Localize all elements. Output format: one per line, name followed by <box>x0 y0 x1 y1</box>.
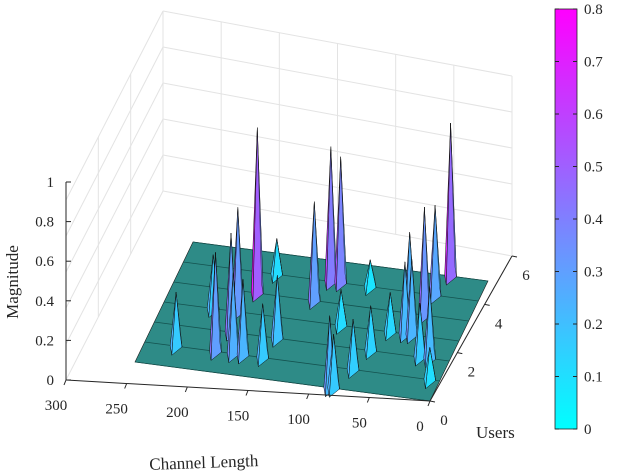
x-tick-mark <box>366 397 370 403</box>
surface-peak-back <box>215 252 222 353</box>
surface-peak-back <box>340 156 347 284</box>
z-tick-label: 0.6 <box>35 254 54 270</box>
x-tick-label: 300 <box>45 398 68 414</box>
mesh-line <box>144 341 440 382</box>
y-tick-mark <box>511 255 518 258</box>
mesh-line <box>134 361 431 402</box>
colorbar-tick-label: 0.7 <box>584 55 603 71</box>
mesh-line <box>154 321 450 362</box>
x-tick-label: 100 <box>287 412 310 428</box>
x-tick-mark <box>245 390 249 396</box>
colorbar-tick-label: 0 <box>584 422 592 438</box>
z-tick-label: 0.4 <box>35 294 54 310</box>
y-tick-mark <box>429 400 436 403</box>
z-tick-label: 0 <box>47 373 55 389</box>
x-tick-mark <box>427 400 431 407</box>
colorbar-tick-label: 0.2 <box>584 317 603 333</box>
y-tick-label: 4 <box>495 316 503 332</box>
surface-peak-back <box>429 286 436 360</box>
axes <box>63 181 518 407</box>
y-tick-mark <box>457 352 463 355</box>
x-tick-label: 50 <box>352 416 367 432</box>
surface-peak-back <box>242 279 250 356</box>
surface-peak-back <box>333 334 340 390</box>
surface-peak-back <box>257 127 264 294</box>
y-tick-label: 2 <box>468 365 476 381</box>
grid-lines <box>65 10 513 381</box>
y-tick-label: 0 <box>440 413 448 429</box>
surface-peak-back <box>276 238 283 276</box>
surface-peak-back <box>262 303 269 359</box>
surface-peak-back <box>390 292 397 333</box>
x-tick-label: 150 <box>227 409 250 425</box>
colorbar-tick-label: 0.6 <box>584 107 603 123</box>
colorbar-ticks: 0 0.1 0.2 0.3 0.4 0.5 0.6 0.7 0.8 <box>555 2 603 438</box>
y-axis-label: Users <box>476 423 515 442</box>
x-tick-mark <box>306 393 310 400</box>
surface-peak-back <box>175 292 183 347</box>
colorbar-tick-label: 0.5 <box>584 160 603 176</box>
z-tick-label: 0.8 <box>35 215 54 231</box>
surface-peak-back <box>277 275 284 340</box>
surface-peak-back <box>434 205 442 297</box>
x-tick-mark <box>124 383 128 389</box>
z-tick-label: 1 <box>47 175 55 191</box>
x-axis-label: Channel Length <box>149 451 259 473</box>
surface-mesh <box>134 123 489 402</box>
surface-peak-back <box>314 201 321 302</box>
x-tick-label: 0 <box>416 419 424 435</box>
surface-peak-back <box>429 347 436 381</box>
surface-peak-back <box>340 289 348 327</box>
tick-labels: 0 50 100 150 200 250 300 0 2 4 6 0 0.2 0.4 0.6 0.8 1 <box>35 175 530 435</box>
x-tick-mark <box>63 379 67 386</box>
surface-peak-back <box>370 259 377 288</box>
surface-peak-back <box>370 305 377 352</box>
x-tick-label: 250 <box>105 402 128 418</box>
colorbar-tick-label: 0.1 <box>584 370 603 386</box>
y-tick-mark <box>484 303 490 306</box>
surface-peak-back <box>450 123 457 277</box>
z-axis-label: Magnitude <box>3 245 22 319</box>
colorbar-tick-label: 0.3 <box>584 265 603 281</box>
surface-peak-back <box>352 319 360 371</box>
y-axis-line <box>429 255 513 402</box>
colorbar-tick-label: 0.8 <box>584 2 603 18</box>
colorbar-tick-label: 0.4 <box>584 212 603 228</box>
y-tick-label: 6 <box>522 268 530 284</box>
x-tick-label: 200 <box>166 405 189 421</box>
x-tick-mark <box>184 386 188 393</box>
z-tick-label: 0.2 <box>35 333 54 349</box>
